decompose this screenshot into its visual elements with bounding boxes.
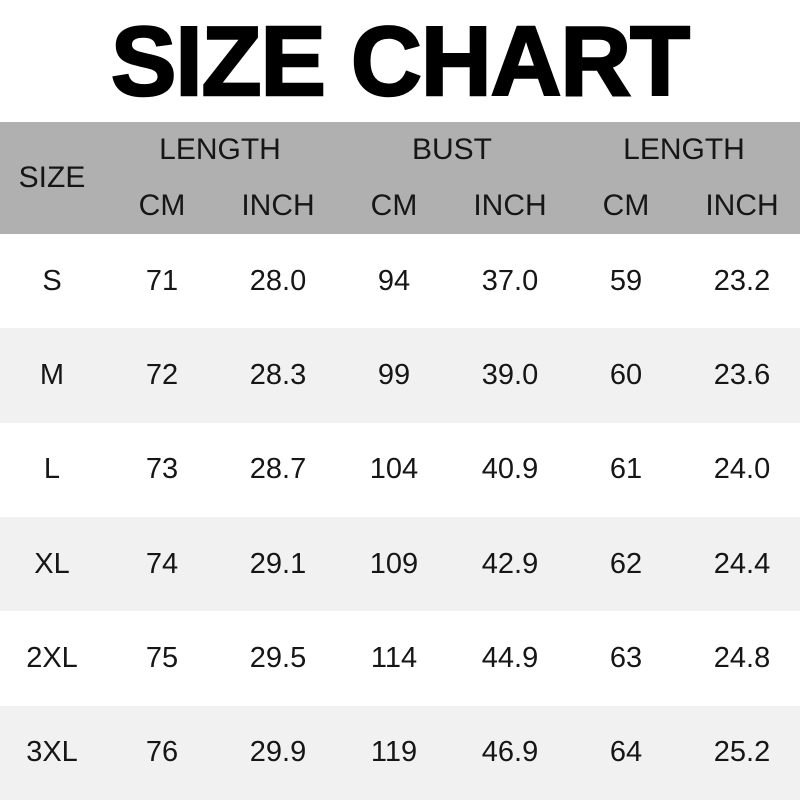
header-unit-inch-1: INCH (241, 189, 315, 222)
table-row: M 72 28.3 99 39.0 60 23.6 (0, 328, 800, 423)
value-cell: 44.9 (481, 641, 539, 674)
header-group-length-2: LENGTH (623, 133, 745, 166)
header-unit-inch-2: INCH (473, 189, 547, 222)
value-cell: 60 (609, 358, 643, 391)
value-cell: 109 (369, 547, 419, 580)
header-unit-cm-3: CM (602, 189, 650, 222)
value-cell: 25.2 (713, 736, 771, 769)
table-row: 3XL 76 29.9 119 46.9 64 25.2 (0, 705, 800, 800)
value-cell: 59 (609, 264, 643, 297)
value-cell: 73 (145, 453, 179, 486)
value-cell: 24.0 (713, 453, 771, 486)
value-cell: 62 (609, 547, 643, 580)
value-cell: 71 (145, 264, 179, 297)
size-cell: 3XL (26, 736, 78, 769)
value-cell: 64 (609, 736, 643, 769)
table-body: S 71 28.0 94 37.0 59 23.2 M 72 28.3 99 3… (0, 234, 800, 800)
value-cell: 29.9 (249, 736, 307, 769)
value-cell: 94 (377, 264, 411, 297)
value-cell: 114 (370, 641, 418, 674)
value-cell: 28.3 (249, 358, 307, 391)
header-size: SIZE (18, 161, 86, 194)
value-cell: 63 (609, 641, 643, 674)
header-unit-cm-1: CM (138, 189, 186, 222)
value-cell: 40.9 (481, 453, 539, 486)
table-row: XL 74 29.1 109 42.9 62 24.4 (0, 516, 800, 612)
size-cell: M (39, 358, 65, 391)
value-cell: 23.6 (713, 358, 771, 391)
value-cell: 37.0 (481, 264, 539, 297)
value-cell: 24.4 (713, 547, 771, 580)
header-unit-inch-3: INCH (705, 189, 779, 222)
value-cell: 72 (145, 358, 179, 391)
value-cell: 39.0 (481, 358, 539, 391)
value-cell: 46.9 (481, 736, 539, 769)
table-row: S 71 28.0 94 37.0 59 23.2 (0, 234, 800, 329)
value-cell: 76 (145, 736, 179, 769)
value-cell: 42.9 (481, 547, 539, 580)
value-cell: 29.5 (249, 641, 307, 674)
size-cell: L (43, 453, 61, 486)
header-group-length-1: LENGTH (159, 133, 281, 166)
table-row: L 73 28.7 104 40.9 61 24.0 (0, 422, 800, 517)
value-cell: 24.8 (713, 641, 771, 674)
table-header: SIZE LENGTH BUST LENGTH CM INCH CM INCH … (0, 122, 800, 234)
size-cell: 2XL (26, 641, 78, 674)
value-cell: 23.2 (713, 264, 771, 297)
value-cell: 75 (145, 641, 179, 674)
header-group-bust: BUST (411, 133, 492, 166)
table-row: 2XL 75 29.5 114 44.9 63 24.8 (0, 611, 800, 706)
value-cell: 28.7 (249, 453, 307, 486)
value-cell: 29.1 (249, 547, 307, 580)
value-cell: 104 (369, 453, 419, 486)
value-cell: 28.0 (249, 264, 307, 297)
title-bar: SIZE CHART (0, 0, 800, 122)
page-title: SIZE CHART (110, 6, 692, 116)
header-unit-cm-2: CM (370, 189, 418, 222)
value-cell: 74 (145, 547, 179, 580)
size-cell: S (42, 264, 62, 297)
value-cell: 99 (377, 358, 411, 391)
value-cell: 61 (609, 453, 643, 486)
value-cell: 119 (370, 736, 418, 769)
size-cell: XL (34, 547, 70, 580)
